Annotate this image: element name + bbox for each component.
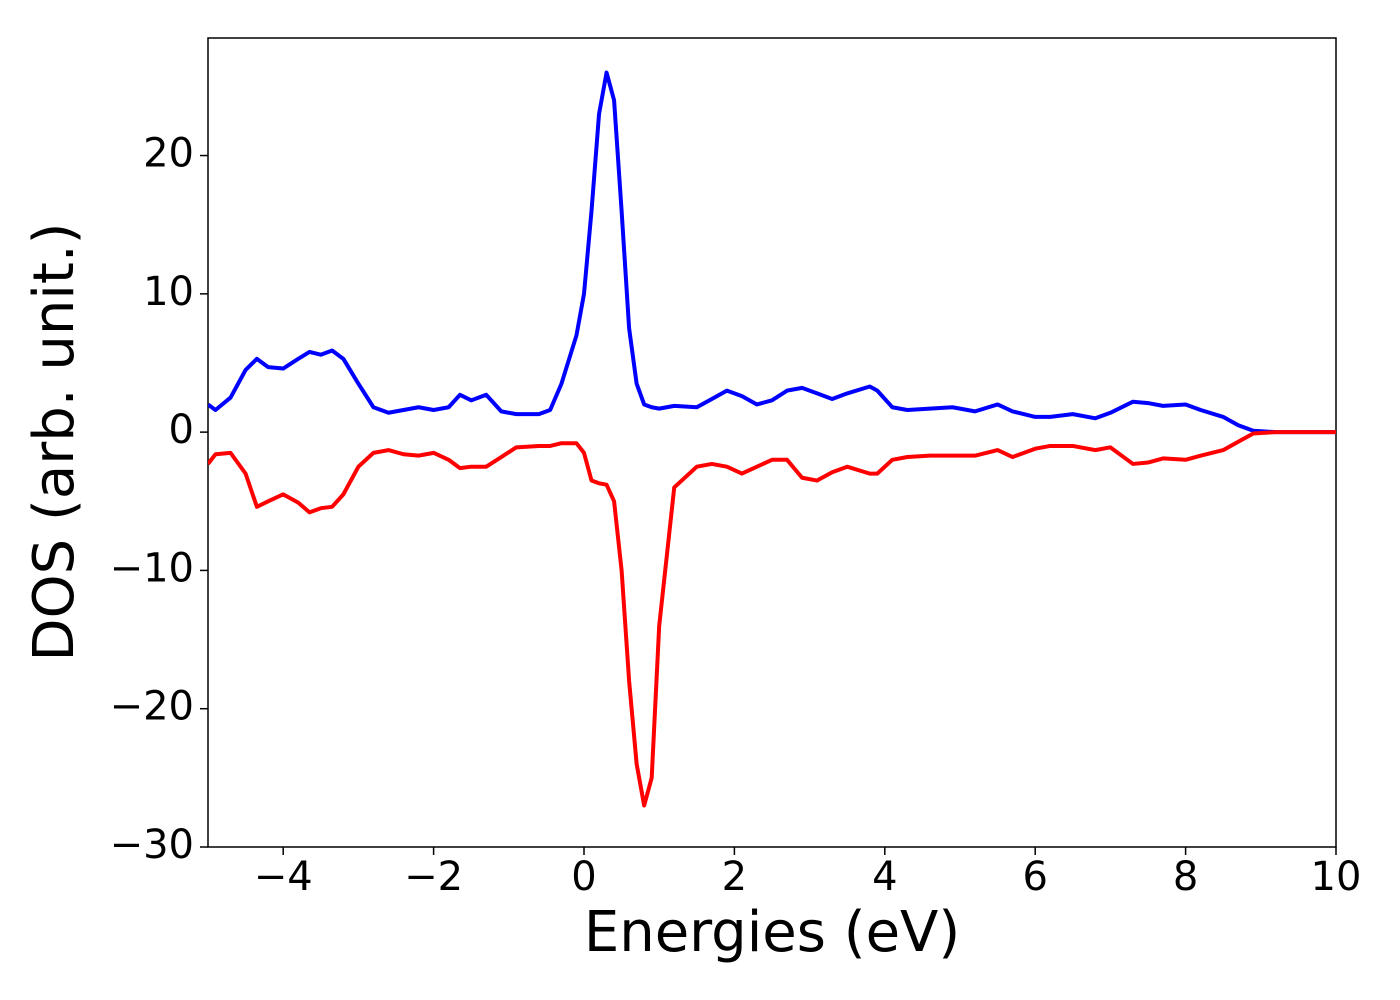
y-tick-label: 0: [169, 407, 194, 453]
y-axis-label: DOS (arb. unit.): [22, 222, 87, 661]
dos-line: [208, 70, 1336, 435]
x-tick-label: 8: [1173, 854, 1198, 900]
y-tick-label: −20: [110, 684, 194, 730]
x-tick-label: −2: [404, 854, 463, 900]
plot-frame: [207, 37, 1337, 848]
x-tick-label: 2: [722, 854, 747, 900]
y-tick-label: −10: [110, 545, 194, 591]
x-tick-label: 4: [872, 854, 897, 900]
dos-line: [208, 430, 1336, 808]
y-tick-label: −30: [110, 822, 194, 868]
x-tick-label: −4: [254, 854, 313, 900]
x-tick-label: 0: [571, 854, 596, 900]
y-tick-label: 10: [143, 269, 194, 315]
y-tick-label: 20: [143, 131, 194, 177]
x-tick-label: 10: [1311, 854, 1362, 900]
x-axis-label: Energies (eV): [584, 900, 960, 965]
x-tick-label: 6: [1022, 854, 1047, 900]
